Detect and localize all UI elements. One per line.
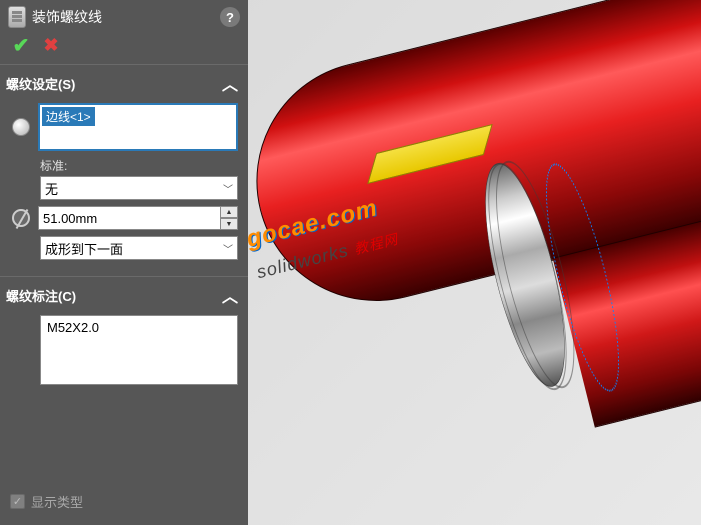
section-title-thread-callout: 螺纹标注(C) (6, 286, 76, 305)
chevron-up-icon: ︿ (222, 283, 238, 307)
standard-label: 标准: (40, 157, 238, 174)
thread-callout-input[interactable]: M52X2.0 (40, 315, 238, 385)
section-title-thread-settings: 螺纹设定(S) (6, 74, 75, 93)
show-type-row: ✓ 显示类型 (10, 492, 83, 511)
show-type-label: 显示类型 (31, 492, 83, 511)
chevron-up-icon: ︿ (222, 71, 238, 95)
action-row: ✔ ✖ (0, 32, 248, 64)
panel-title-row: 装饰螺纹线 ? (0, 0, 248, 32)
cancel-button[interactable]: ✖ (40, 34, 62, 56)
end-condition-dropdown[interactable]: 成形到下一面 ﹀ (40, 236, 238, 260)
diameter-increment-button[interactable]: ▲ (220, 206, 238, 218)
edge-selection-box[interactable]: 边线<1> (38, 103, 238, 151)
help-button[interactable]: ? (220, 7, 240, 27)
property-manager-panel: 装饰螺纹线 ? ✔ ✖ 螺纹设定(S) ︿ 边线<1> 标准: 无 ﹀ 51.0… (0, 0, 248, 525)
section-header-thread-callout[interactable]: 螺纹标注(C) ︿ (0, 276, 248, 311)
end-condition-value: 成形到下一面 (45, 239, 123, 258)
diameter-icon (10, 207, 32, 229)
chevron-down-icon: ﹀ (223, 181, 233, 196)
diameter-input[interactable]: 51.00mm (38, 206, 220, 230)
section-body-thread-settings: 边线<1> 标准: 无 ﹀ 51.00mm ▲ ▼ 成形到下一面 ﹀ (0, 99, 248, 276)
section-body-thread-callout: M52X2.0 (0, 311, 248, 395)
cosmetic-thread-icon (8, 6, 26, 28)
standard-dropdown[interactable]: 无 ﹀ (40, 176, 238, 200)
show-type-checkbox[interactable]: ✓ (10, 494, 25, 509)
standard-value: 无 (45, 179, 58, 198)
edge-selector-icon (10, 116, 32, 138)
ok-button[interactable]: ✔ (10, 34, 32, 56)
diameter-spinner[interactable]: 51.00mm ▲ ▼ (38, 206, 238, 230)
diameter-decrement-button[interactable]: ▼ (220, 218, 238, 230)
selected-edge-item[interactable]: 边线<1> (42, 107, 95, 126)
chevron-down-icon: ﹀ (223, 241, 233, 256)
section-header-thread-settings[interactable]: 螺纹设定(S) ︿ (0, 64, 248, 99)
panel-title: 装饰螺纹线 (32, 7, 214, 27)
